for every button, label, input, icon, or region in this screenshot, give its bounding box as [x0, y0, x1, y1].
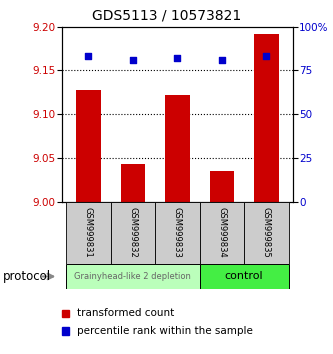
Bar [254, 34, 279, 202]
Text: Grainyhead-like 2 depletion: Grainyhead-like 2 depletion [74, 272, 191, 281]
Bar [199, 202, 244, 264]
Bar [111, 202, 155, 264]
Point [264, 53, 269, 59]
Bar [76, 90, 101, 202]
Text: transformed count: transformed count [77, 308, 174, 318]
Text: percentile rank within the sample: percentile rank within the sample [77, 326, 253, 336]
Bar [66, 202, 111, 264]
Text: protocol: protocol [3, 270, 52, 283]
Text: GSM999832: GSM999832 [128, 207, 137, 258]
Text: GDS5113 / 10573821: GDS5113 / 10573821 [92, 9, 241, 23]
Bar [209, 171, 234, 202]
Bar [66, 264, 199, 289]
Text: GSM999834: GSM999834 [217, 207, 226, 258]
Point [130, 57, 136, 63]
Point [86, 53, 91, 59]
Bar [165, 95, 189, 202]
Text: control: control [225, 272, 263, 281]
Text: GSM999835: GSM999835 [262, 207, 271, 258]
Bar [199, 264, 289, 289]
Text: GSM999831: GSM999831 [84, 207, 93, 258]
Point [219, 57, 224, 63]
Point [175, 55, 180, 61]
Text: GSM999833: GSM999833 [173, 207, 182, 258]
Bar [244, 202, 289, 264]
Bar [155, 202, 199, 264]
Bar [121, 164, 145, 202]
